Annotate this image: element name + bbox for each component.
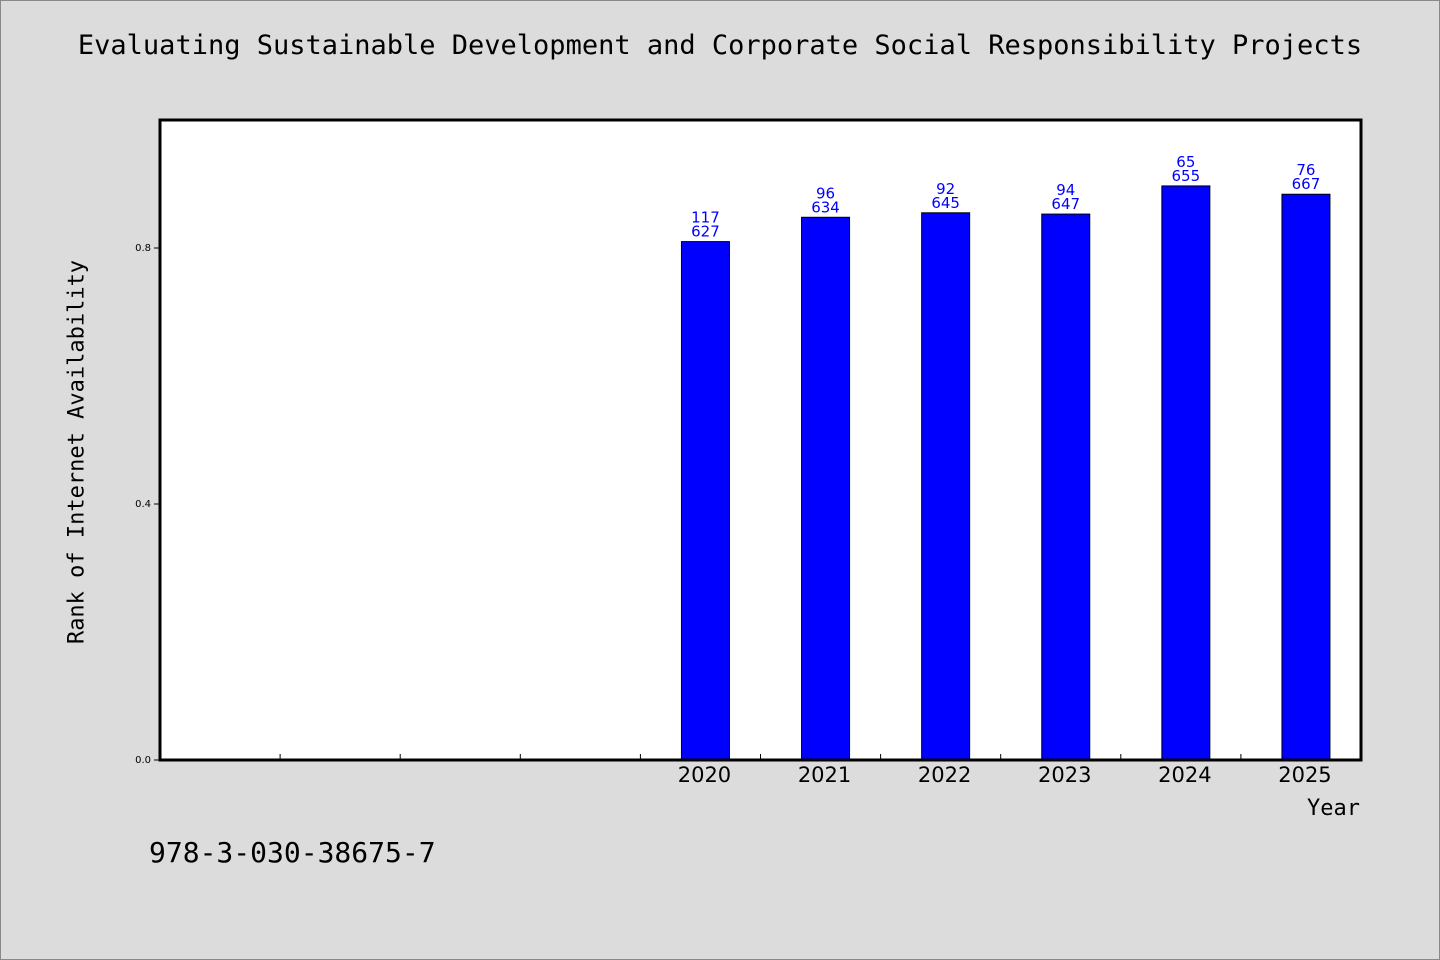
x-tick-label: 2022 <box>918 763 971 787</box>
bar-label-bottom: 634 <box>811 198 840 216</box>
x-tick-label: 2020 <box>678 763 731 787</box>
y-tick-label: 0.4 <box>135 499 151 510</box>
plot-border <box>158 118 1363 762</box>
bar-label-bottom: 627 <box>691 223 720 241</box>
bar-2022 <box>921 212 971 761</box>
bar-label-top: 76 <box>1296 161 1315 179</box>
x-axis-label: Year <box>1307 796 1360 821</box>
footer-isbn: 978-3-030-38675-7 <box>149 836 436 869</box>
bar-label-bottom: 655 <box>1172 167 1201 185</box>
y-tick-label: 0.0 <box>135 755 151 766</box>
bar-2024 <box>1161 185 1211 761</box>
bar-label-top: 92 <box>936 180 955 198</box>
plot-area <box>160 120 1361 760</box>
bar-label-top: 94 <box>1056 181 1075 199</box>
x-tick-label: 2024 <box>1158 763 1211 787</box>
bar-label-top: 117 <box>691 209 720 227</box>
bar-label-bottom: 647 <box>1051 195 1080 213</box>
chart-title: Evaluating Sustainable Development and C… <box>77 30 1363 61</box>
x-tick-label: 2023 <box>1038 763 1091 787</box>
bar-label-top: 65 <box>1176 153 1195 171</box>
bar-label-bottom: 667 <box>1292 175 1321 193</box>
bar-label-bottom: 645 <box>931 194 960 212</box>
bar-2023 <box>1041 213 1091 761</box>
bar-label-top: 96 <box>816 184 835 202</box>
bar-2025 <box>1281 193 1331 761</box>
y-tick-label: 0.8 <box>135 243 151 254</box>
bar-2021 <box>801 216 851 761</box>
x-tick-label: 2025 <box>1278 763 1331 787</box>
bar-2020 <box>680 241 730 761</box>
x-tick-label: 2021 <box>798 763 851 787</box>
